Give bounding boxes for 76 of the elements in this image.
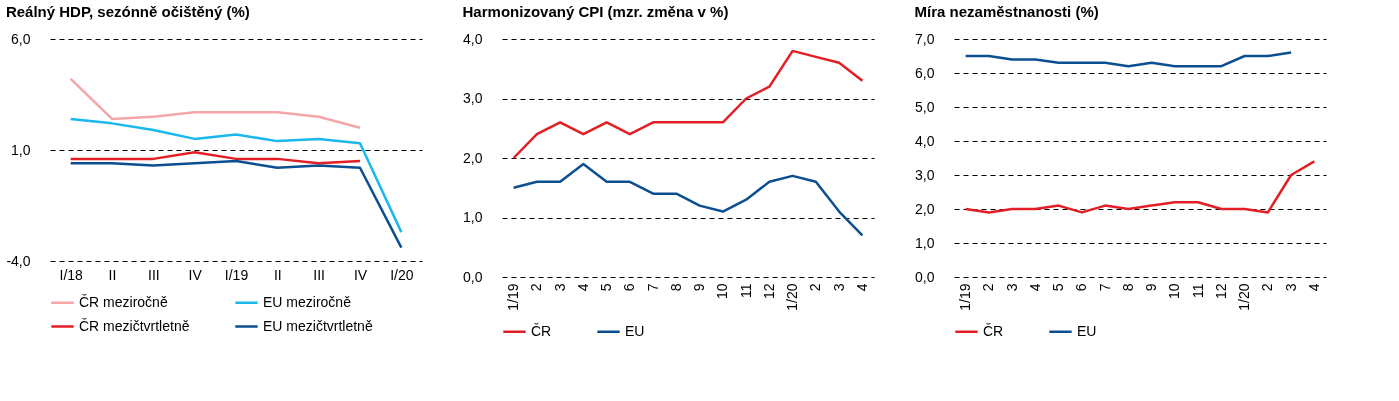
y-tick-label: 0,0 bbox=[463, 268, 483, 285]
x-tick-label: 5 bbox=[598, 283, 615, 292]
line-series bbox=[69, 159, 403, 249]
y-tick-label: 5,0 bbox=[915, 98, 935, 115]
x-tick-label: 1/20 bbox=[1236, 283, 1253, 311]
y-tick-label: 7,0 bbox=[915, 30, 935, 47]
y-tick-label: 3,0 bbox=[463, 90, 483, 106]
x-tick-label: 1/19 bbox=[957, 283, 974, 311]
legend-label: ČR bbox=[983, 322, 1004, 339]
x-tick-label: 9 bbox=[691, 283, 708, 292]
legend-label: ČR mezičtvrtletně bbox=[79, 317, 190, 334]
legend-label: ČR meziročně bbox=[79, 293, 168, 310]
x-tick-label: 2 bbox=[528, 283, 545, 292]
x-tick-label: 4 bbox=[853, 283, 870, 292]
y-tick-label: 6,0 bbox=[11, 30, 31, 47]
x-tick-label: 9 bbox=[1143, 283, 1160, 292]
x-tick-label: 3 bbox=[1003, 283, 1020, 292]
line-series bbox=[512, 162, 864, 237]
x-tick-label: 4 bbox=[1026, 283, 1043, 292]
x-tick-label: 11 bbox=[1189, 283, 1206, 299]
x-tick-label: 11 bbox=[737, 283, 754, 299]
x-tick-label: 6 bbox=[621, 283, 638, 292]
y-tick-label: 2,0 bbox=[463, 149, 483, 166]
x-tick-label: 1/20 bbox=[784, 283, 801, 311]
x-tick-label: 8 bbox=[1119, 283, 1136, 292]
legend-label: ČR bbox=[531, 322, 552, 339]
y-tick-label: 6,0 bbox=[915, 64, 935, 81]
line-series bbox=[964, 51, 1293, 68]
chart-title: Míra nezaměstnanosti (%) bbox=[914, 3, 1099, 20]
line-series bbox=[69, 150, 362, 165]
legend-label: EU bbox=[1077, 322, 1097, 339]
y-tick-label: 1,0 bbox=[11, 141, 31, 158]
line-series bbox=[512, 49, 864, 160]
y-tick-label: 1,0 bbox=[463, 209, 483, 225]
x-tick-label: 8 bbox=[667, 283, 684, 292]
x-tick-label: I/18 bbox=[59, 266, 84, 283]
x-tick-label: III bbox=[148, 266, 160, 283]
x-tick-label: IV bbox=[353, 266, 368, 283]
x-tick-label: 4 bbox=[1305, 283, 1322, 292]
x-tick-label: 3 bbox=[830, 283, 847, 292]
y-tick-label: 3,0 bbox=[915, 166, 935, 183]
x-tick-label: 5 bbox=[1050, 283, 1067, 292]
chart-title: Harmonizovaný CPI (mzr. změna v %) bbox=[462, 3, 729, 20]
x-tick-label: 1/19 bbox=[505, 283, 522, 311]
x-tick-label: 12 bbox=[1212, 283, 1229, 300]
x-tick-label: 10 bbox=[714, 283, 731, 300]
y-tick-label: 2,0 bbox=[915, 200, 935, 217]
line-series bbox=[69, 77, 362, 130]
legend-label: EU bbox=[625, 322, 645, 339]
x-tick-label: 2 bbox=[807, 283, 824, 292]
x-tick-label: IV bbox=[188, 266, 203, 283]
x-tick-label: I/19 bbox=[224, 266, 249, 283]
x-tick-label: II bbox=[108, 266, 117, 283]
chart-title: Reálný HDP, sezónně očištěný (%) bbox=[5, 3, 250, 20]
x-tick-label: 12 bbox=[760, 283, 777, 300]
y-tick-label: 4,0 bbox=[463, 30, 483, 47]
x-tick-label: 3 bbox=[551, 283, 568, 292]
x-tick-label: 7 bbox=[1096, 283, 1113, 292]
x-tick-label: 6 bbox=[1073, 283, 1090, 292]
x-tick-label: 4 bbox=[574, 283, 591, 292]
x-tick-label: I/20 bbox=[390, 266, 414, 283]
x-tick-label: 7 bbox=[644, 283, 661, 292]
legend-label: EU meziročně bbox=[263, 293, 352, 310]
x-tick-label: III bbox=[313, 266, 325, 283]
y-tick-label: 1,0 bbox=[915, 234, 935, 251]
x-tick-label: 2 bbox=[980, 283, 997, 292]
line-series bbox=[69, 117, 403, 234]
x-tick-label: 10 bbox=[1166, 283, 1183, 300]
x-tick-label: 3 bbox=[1282, 283, 1299, 292]
y-tick-label: 0,0 bbox=[915, 268, 935, 285]
y-tick-label: -4,0 bbox=[6, 252, 31, 269]
y-tick-label: 4,0 bbox=[915, 132, 935, 149]
legend-label: EU mezičtvrtletně bbox=[263, 317, 373, 334]
x-tick-label: 2 bbox=[1259, 283, 1276, 292]
x-tick-label: II bbox=[273, 266, 282, 283]
line-series bbox=[964, 160, 1316, 214]
